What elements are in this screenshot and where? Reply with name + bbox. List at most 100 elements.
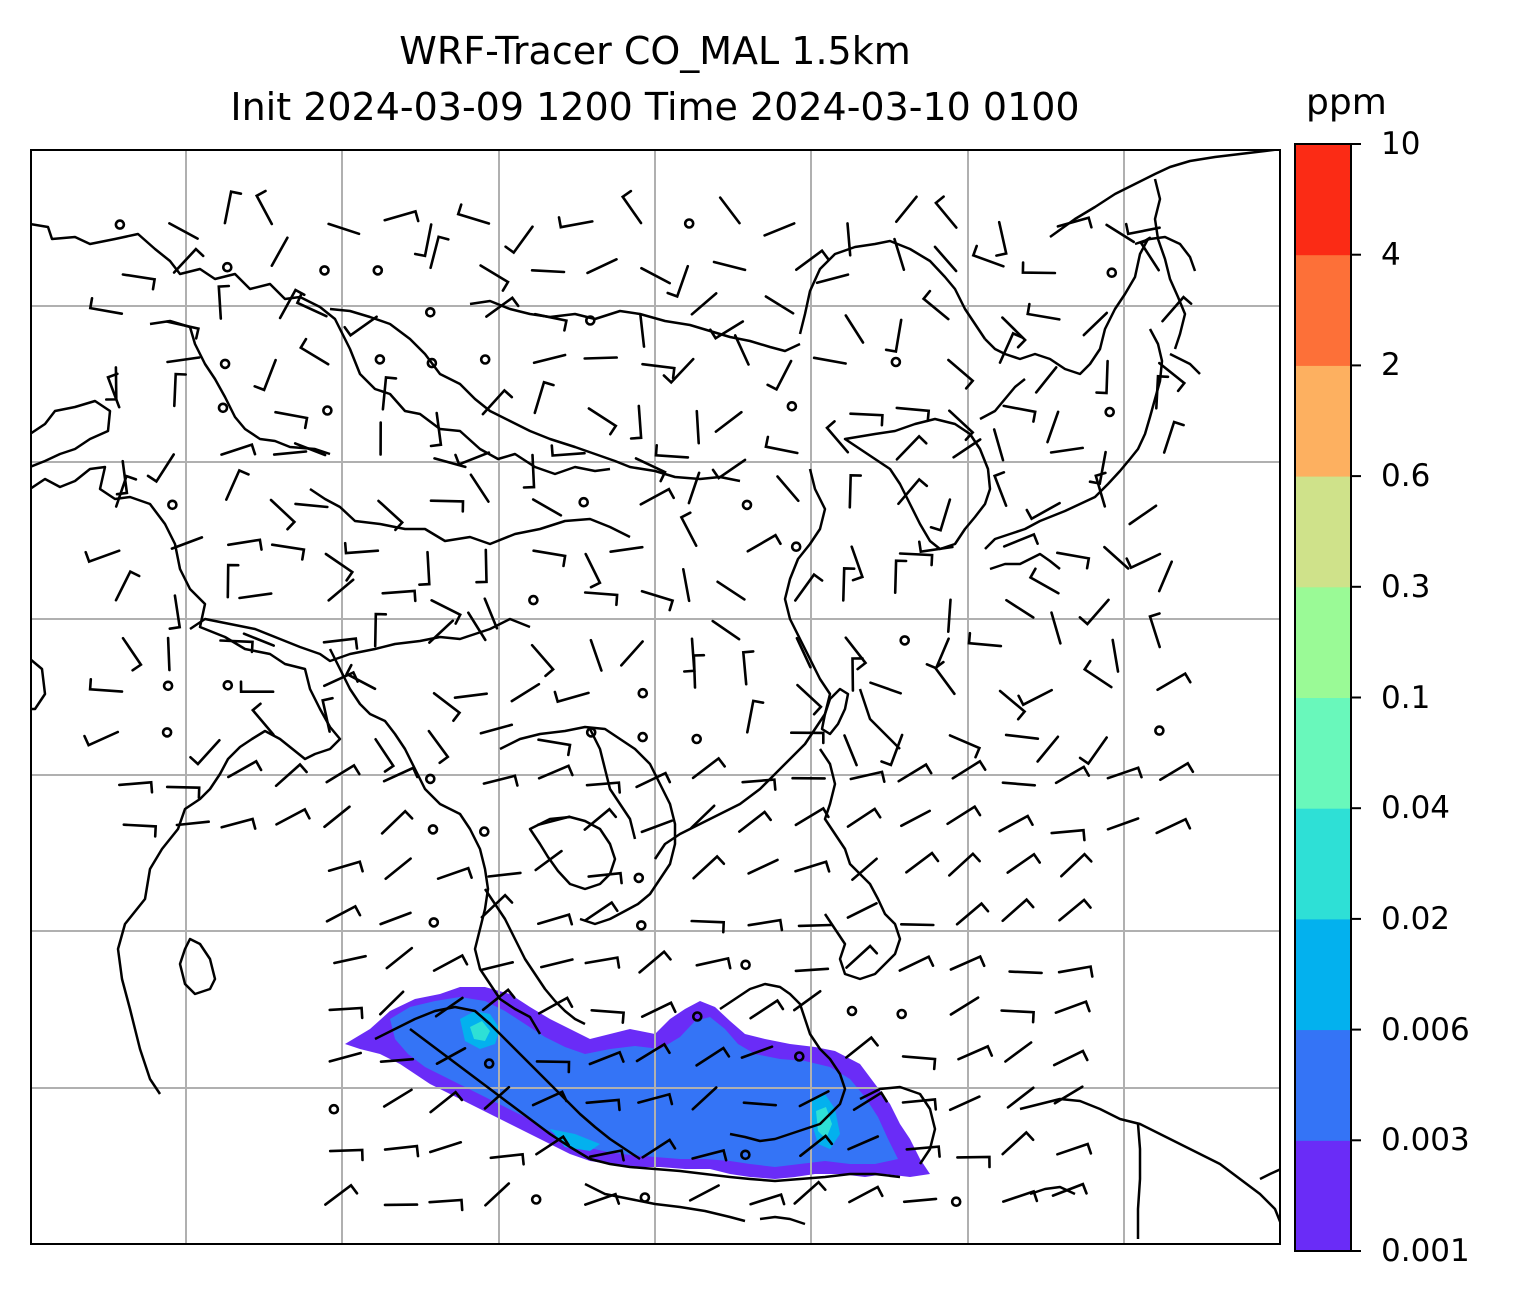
wind-barb <box>270 543 306 561</box>
wind-barb <box>537 764 574 780</box>
wind-barb <box>531 1090 568 1107</box>
wind-barb <box>747 858 779 875</box>
wind-barb <box>483 597 499 630</box>
wind-barb <box>587 407 618 436</box>
wind-barb <box>328 1006 364 1020</box>
wind-barb <box>848 1185 884 1204</box>
wind-barb <box>634 457 667 483</box>
colorbar-tick-label: 0.3 <box>1381 568 1431 605</box>
wind-barb <box>173 372 187 408</box>
wind-barb <box>638 949 672 974</box>
wind-barb <box>583 900 619 922</box>
wind-barb <box>489 1152 525 1166</box>
wind-barb <box>1046 410 1060 444</box>
wind-barb <box>328 1051 362 1063</box>
wind-barb <box>429 499 465 513</box>
calm-wind-marker <box>950 1196 962 1207</box>
wind-barb <box>895 406 931 423</box>
wind-barb <box>1111 638 1120 673</box>
wind-barb <box>764 295 795 315</box>
colorbar-tick-label: 0.02 <box>1381 900 1451 937</box>
wind-barb <box>799 1134 834 1158</box>
wind-barb <box>382 766 419 783</box>
wind-barb <box>430 599 462 625</box>
wind-barb <box>846 807 882 828</box>
wind-barb <box>918 540 954 554</box>
wind-barb <box>955 901 990 926</box>
wind-barb <box>1002 532 1039 548</box>
wind-barb <box>795 248 830 271</box>
wind-barbs <box>83 189 1195 1212</box>
wind-barb <box>585 1098 621 1112</box>
wind-barb <box>225 468 250 501</box>
wind-barb <box>223 190 243 225</box>
wind-barb <box>893 559 908 594</box>
wind-barb <box>510 682 541 703</box>
wind-barb <box>957 1044 994 1061</box>
calm-wind-marker <box>790 541 802 553</box>
wind-barb <box>1034 366 1058 394</box>
colorbar-swatch <box>1295 1029 1351 1141</box>
wind-barb <box>475 548 488 584</box>
wind-barb <box>274 410 309 430</box>
wind-barb <box>812 356 847 365</box>
calm-wind-marker <box>584 315 596 326</box>
wind-barb <box>1125 552 1162 570</box>
wind-barb <box>429 1141 463 1154</box>
wind-barb <box>1056 551 1091 570</box>
wind-barb <box>641 1138 677 1159</box>
colorbar-swatch <box>1295 254 1351 366</box>
wind-barb <box>343 315 378 338</box>
colorbar-swatch <box>1295 144 1351 256</box>
wind-barb <box>948 409 975 442</box>
wind-barb <box>432 953 469 972</box>
wind-barb <box>1002 1189 1039 1203</box>
wind-barb <box>1002 404 1037 423</box>
calm-wind-marker <box>740 1149 751 1161</box>
calm-wind-marker <box>691 733 703 745</box>
colorbar-tick-label: 2 <box>1381 347 1401 384</box>
wind-barb <box>712 260 747 272</box>
wind-barb <box>122 823 158 838</box>
wind-barb <box>590 1009 626 1024</box>
map-panel <box>30 149 1281 1245</box>
wind-barb <box>1078 598 1110 626</box>
wind-barb <box>1021 261 1057 275</box>
wind-barb <box>588 1050 625 1066</box>
wind-barb <box>690 292 718 316</box>
calm-wind-marker <box>637 687 649 699</box>
wind-barb <box>531 498 563 517</box>
colorbar-swatch <box>1295 476 1351 588</box>
calm-wind-marker <box>427 824 439 835</box>
wind-barb <box>587 871 623 885</box>
colorbar-swatch <box>1295 365 1351 477</box>
wind-barb <box>121 636 143 672</box>
wind-barb <box>327 860 364 873</box>
colorbar-swatch <box>1295 586 1351 698</box>
calm-wind-marker <box>428 917 440 928</box>
wind-barb <box>585 781 621 794</box>
wind-barb <box>1017 688 1053 707</box>
wind-barb <box>1155 817 1192 835</box>
calm-wind-marker <box>1106 267 1118 278</box>
wind-barb <box>295 292 328 318</box>
wind-barb <box>794 967 830 973</box>
wind-barb <box>637 1092 674 1106</box>
wind-barb <box>381 375 398 411</box>
wind-barb <box>533 380 555 415</box>
wind-barb <box>384 857 412 880</box>
calm-wind-marker <box>639 1192 651 1203</box>
wind-barb <box>689 804 716 830</box>
wind-barb <box>640 1001 677 1018</box>
wind-barb <box>709 320 745 340</box>
wind-barb <box>84 549 121 564</box>
wind-barb <box>711 458 747 480</box>
wind-barb <box>690 919 726 934</box>
wind-barb <box>226 563 240 599</box>
wind-barb <box>484 1182 511 1207</box>
wind-barb <box>380 809 414 835</box>
calm-wind-marker <box>635 920 647 931</box>
wind-barb <box>711 619 741 641</box>
wind-barb <box>1103 545 1130 570</box>
wind-barb <box>691 1148 728 1162</box>
